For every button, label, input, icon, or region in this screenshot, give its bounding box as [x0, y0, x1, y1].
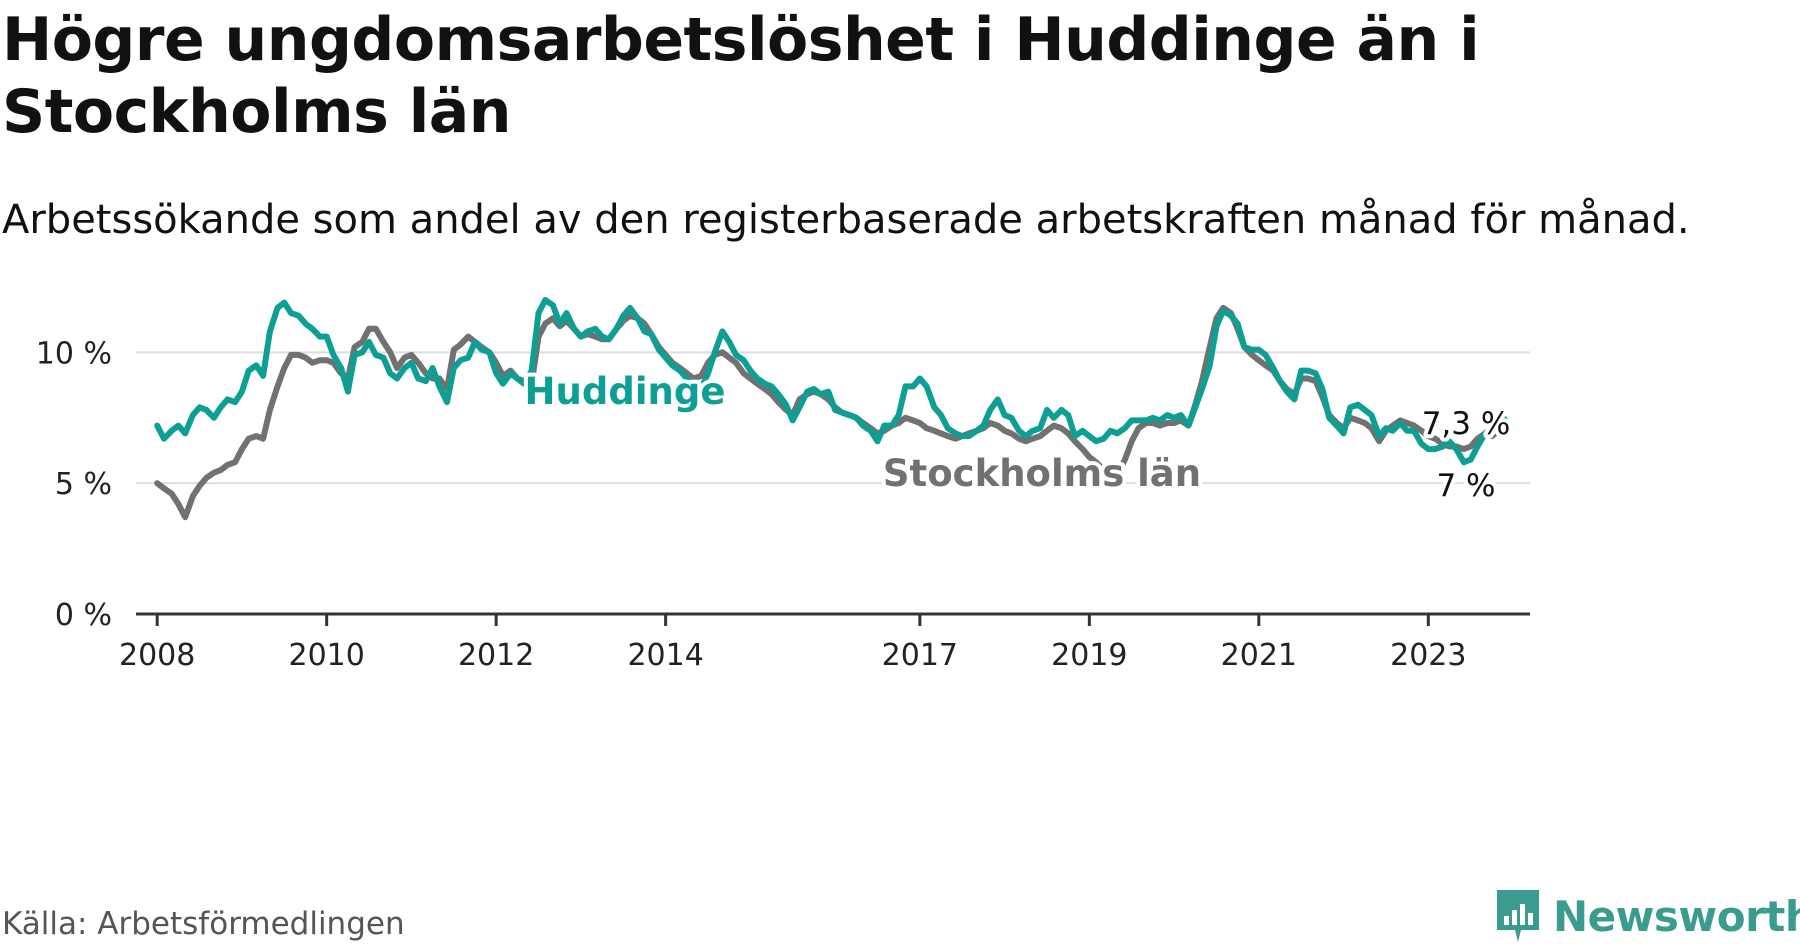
x-tick-label: 2021 [1221, 638, 1297, 673]
x-tick-label: 2023 [1390, 638, 1466, 673]
x-tick-label: 2012 [458, 638, 534, 673]
end-label-stockholm: 7 % [1436, 468, 1495, 504]
series-label-huddinge: Huddinge [525, 370, 726, 413]
end-label-huddinge: 7,3 % [1422, 406, 1511, 442]
end-marker-huddinge [1488, 412, 1509, 433]
series-label-stockholm: Stockholms län [883, 452, 1201, 495]
chart-title: Högre ungdomsarbetslöshet i Huddinge än … [2, 5, 1480, 147]
series-line-huddinge [154, 297, 1502, 466]
newsworthy-logo-icon [1497, 890, 1539, 942]
source-note: Källa: Arbetsförmedlingen [2, 906, 405, 942]
series-line-stockholm [154, 304, 1502, 521]
x-tick-label: 2017 [882, 638, 958, 673]
x-tick-label: 2010 [288, 638, 364, 673]
brand-logo: Newsworthy [1493, 886, 1800, 946]
chart-subtitle: Arbetssökande som andel av den registerb… [2, 197, 1690, 243]
y-tick-label: 0 % [55, 598, 112, 633]
y-tick-label: 5 % [55, 467, 112, 502]
x-tick-label: 2008 [119, 638, 195, 673]
y-tick-label: 10 % [36, 336, 112, 371]
brand-name: Newsworthy [1553, 891, 1800, 941]
x-tick-label: 2014 [627, 638, 703, 673]
x-tick-label: 2019 [1051, 638, 1127, 673]
